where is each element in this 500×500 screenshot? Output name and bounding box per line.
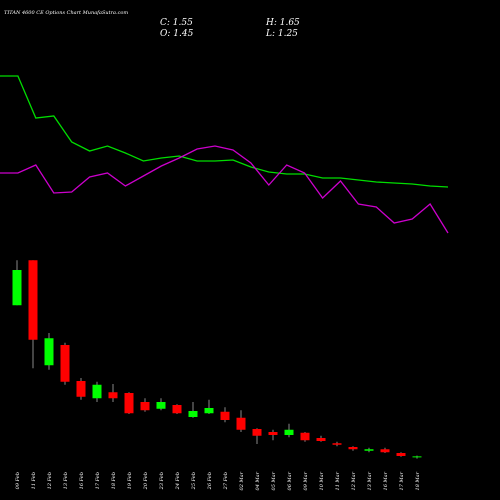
low-label: L: 1.25 <box>265 29 298 39</box>
candle-body <box>236 417 246 430</box>
candle-body <box>76 381 86 397</box>
candle-body <box>364 449 374 451</box>
candle-body <box>412 456 422 458</box>
x-tick-label: 09 Feb <box>15 472 21 489</box>
x-tick-label: 25 Feb <box>191 472 197 490</box>
x-tick-label: 16 Feb <box>79 472 85 489</box>
candle-body <box>156 402 166 409</box>
close-label: C: 1.55 <box>160 18 193 28</box>
candle-body <box>220 411 230 420</box>
candle-body <box>396 453 406 456</box>
high-label: H: 1.65 <box>265 18 300 28</box>
x-tick-label: 11 Feb <box>31 472 37 489</box>
x-tick-label: 06 Mar <box>287 471 293 490</box>
x-tick-label: 18 Mar <box>415 471 421 490</box>
candle-body <box>140 402 150 411</box>
candle-body <box>316 438 326 441</box>
line-series <box>0 145 449 234</box>
candle-body <box>92 384 102 399</box>
open-label: O: 1.45 <box>160 29 194 39</box>
x-tick-label: 27 Feb <box>223 472 229 490</box>
candle-body <box>28 260 38 340</box>
candle-body <box>332 443 342 445</box>
candle-body <box>252 429 262 436</box>
x-tick-label: 13 Feb <box>63 472 69 489</box>
candle-body <box>60 345 70 382</box>
x-tick-label: 18 Feb <box>111 472 117 489</box>
x-tick-label: 11 Mar <box>335 471 341 490</box>
candle-body <box>172 405 182 414</box>
line-series <box>0 75 449 188</box>
candle-body <box>380 449 390 453</box>
x-tick-label: 17 Mar <box>399 471 405 490</box>
x-tick-label: 19 Feb <box>127 472 133 489</box>
x-tick-label: 13 Mar <box>367 471 373 490</box>
candle-body <box>348 447 358 450</box>
candle-body <box>124 393 134 414</box>
candle-body <box>204 408 214 414</box>
x-tick-label: 23 Feb <box>159 472 165 490</box>
x-tick-label: 16 Mar <box>383 471 389 490</box>
x-tick-label: 20 Feb <box>143 472 149 490</box>
chart-title: TITAN 4600 CE Options Chart MunafaSutra.… <box>4 10 128 16</box>
candle-body <box>44 338 54 366</box>
candle-body <box>12 270 22 306</box>
candle-body <box>108 392 118 399</box>
x-tick-label: 02 Mar <box>239 471 245 490</box>
candle-body <box>188 411 198 417</box>
candle-body <box>300 432 310 441</box>
x-tick-label: 12 Mar <box>351 471 357 490</box>
x-tick-label: 05 Mar <box>271 471 277 490</box>
x-tick-label: 10 Mar <box>319 471 325 490</box>
x-tick-label: 24 Feb <box>175 472 181 490</box>
x-tick-label: 12 Feb <box>47 472 53 489</box>
x-tick-label: 04 Mar <box>255 471 261 490</box>
x-tick-label: 17 Feb <box>95 472 101 489</box>
x-tick-label: 26 Feb <box>207 472 213 490</box>
x-tick-label: 09 Mar <box>303 471 309 490</box>
candle-body <box>284 429 294 435</box>
candle-body <box>268 432 278 435</box>
